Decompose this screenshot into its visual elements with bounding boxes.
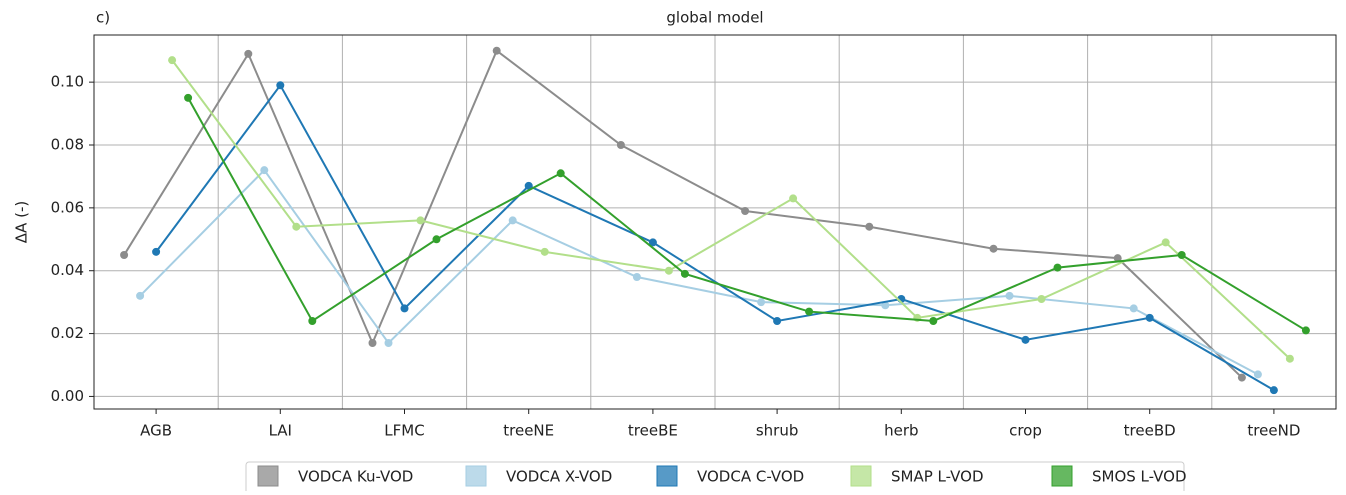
data-point bbox=[260, 166, 269, 175]
data-point bbox=[741, 207, 750, 215]
panel-label: c) bbox=[96, 9, 110, 27]
x-tick-label: treeBE bbox=[628, 422, 678, 440]
series-line bbox=[187, 97, 1307, 332]
x-tick-label: treeNE bbox=[503, 422, 554, 440]
y-tick-label: 0.02 bbox=[51, 324, 84, 342]
x-tick-label: crop bbox=[1009, 422, 1042, 440]
series-line bbox=[155, 83, 1275, 392]
legend-swatch bbox=[1051, 465, 1073, 487]
y-tick-label: 0.04 bbox=[51, 261, 84, 279]
data-point bbox=[276, 81, 285, 90]
data-point bbox=[1237, 373, 1246, 382]
data-point bbox=[757, 298, 766, 307]
data-point bbox=[865, 222, 874, 231]
data-point bbox=[524, 181, 533, 190]
data-point bbox=[384, 339, 393, 347]
data-point bbox=[929, 317, 938, 325]
legend-swatch bbox=[465, 465, 487, 487]
data-point bbox=[1113, 254, 1122, 263]
data-point bbox=[120, 251, 129, 259]
legend-label: SMAP L-VOD bbox=[891, 468, 984, 486]
data-point bbox=[400, 304, 409, 313]
data-point bbox=[1037, 295, 1046, 303]
x-tick-label: herb bbox=[884, 422, 918, 440]
data-point bbox=[508, 216, 517, 225]
data-point bbox=[368, 339, 377, 347]
data-point bbox=[805, 307, 814, 316]
data-point bbox=[416, 216, 425, 225]
data-point bbox=[1301, 326, 1310, 335]
x-tick-label: LFMC bbox=[384, 422, 424, 440]
data-point bbox=[1177, 251, 1186, 259]
data-point bbox=[789, 194, 798, 203]
data-point bbox=[664, 266, 673, 275]
data-point bbox=[168, 56, 177, 65]
series-line bbox=[171, 59, 1291, 360]
plot-frame bbox=[93, 34, 1337, 410]
y-tick-label: 0.00 bbox=[51, 387, 84, 405]
data-point bbox=[184, 93, 193, 102]
data-point bbox=[540, 247, 549, 256]
legend-swatch bbox=[656, 465, 678, 487]
data-point bbox=[1145, 313, 1154, 322]
series-line bbox=[139, 168, 1259, 376]
y-tick-label: 0.10 bbox=[51, 73, 84, 91]
data-point bbox=[136, 291, 145, 300]
x-tick-label: LAI bbox=[269, 422, 292, 440]
series-line bbox=[123, 49, 1243, 379]
data-point bbox=[773, 317, 782, 325]
data-point bbox=[648, 238, 657, 247]
y-tick-label: 0.08 bbox=[51, 136, 84, 154]
legend-label: VODCA Ku-VOD bbox=[298, 468, 413, 486]
data-point bbox=[152, 247, 161, 256]
data-point bbox=[244, 49, 253, 58]
legend-label: VODCA X-VOD bbox=[506, 468, 612, 486]
data-point bbox=[1021, 335, 1030, 344]
y-tick-label: 0.06 bbox=[51, 198, 84, 216]
x-tick-label: AGB bbox=[140, 422, 172, 440]
data-point bbox=[1129, 304, 1138, 313]
legend-swatch bbox=[257, 465, 279, 487]
legend-label: VODCA C-VOD bbox=[697, 468, 804, 486]
data-point bbox=[1161, 238, 1170, 247]
data-point bbox=[1005, 291, 1014, 300]
data-point bbox=[292, 222, 301, 231]
data-point bbox=[1285, 354, 1294, 363]
data-point bbox=[492, 46, 501, 55]
chart-title: global model bbox=[666, 9, 763, 27]
data-point bbox=[632, 273, 641, 281]
data-point bbox=[1269, 386, 1278, 395]
data-point bbox=[432, 235, 441, 244]
data-point bbox=[308, 317, 317, 325]
x-tick-label: treeBD bbox=[1124, 422, 1176, 440]
legend-swatch bbox=[850, 465, 872, 487]
x-tick-label: shrub bbox=[756, 422, 799, 440]
legend-label: SMOS L-VOD bbox=[1092, 468, 1187, 486]
data-point bbox=[680, 269, 689, 278]
x-tick-label: treeND bbox=[1247, 422, 1300, 440]
data-point bbox=[989, 244, 998, 253]
data-point bbox=[616, 141, 625, 149]
data-point bbox=[1253, 370, 1262, 379]
data-point bbox=[881, 301, 890, 310]
data-point bbox=[556, 169, 565, 178]
y-axis-label: ΔA (-) bbox=[13, 201, 31, 243]
data-point bbox=[1053, 263, 1062, 272]
